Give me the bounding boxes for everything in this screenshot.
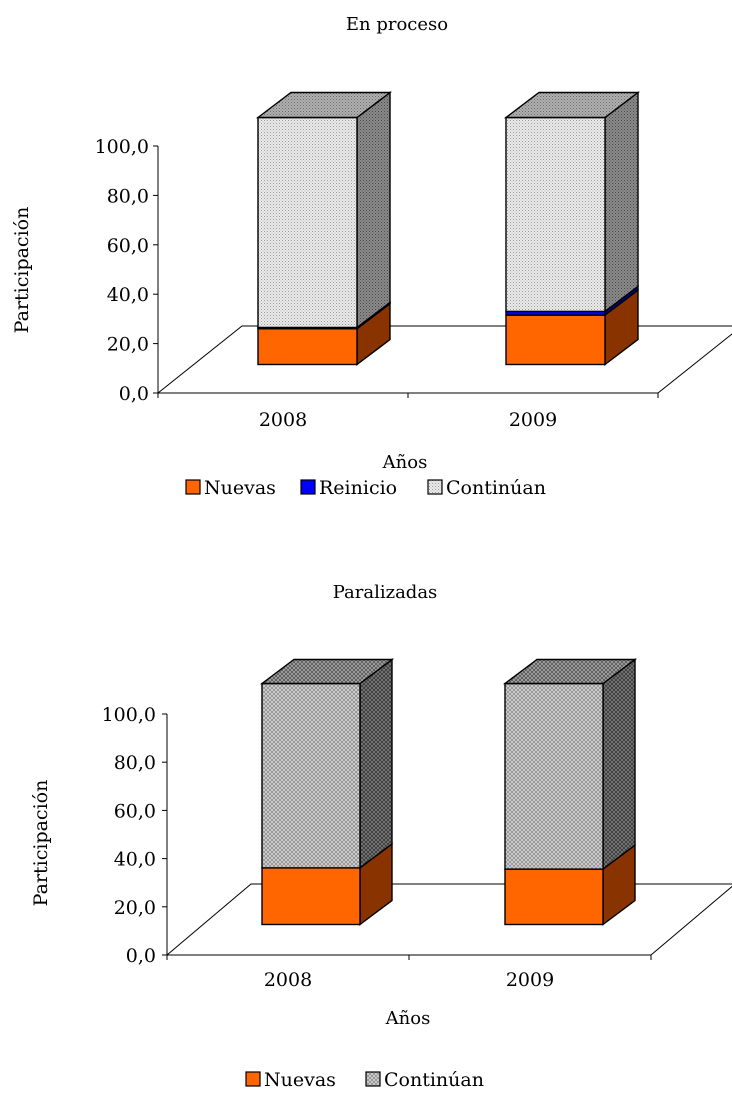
floor-plane <box>165 883 732 956</box>
y-tick-label: 40,0 <box>114 849 156 871</box>
y-tick-label: 60,0 <box>107 235 149 257</box>
bar-2009-top <box>502 658 638 685</box>
legend-label-reinicio: Reinicio <box>319 477 397 499</box>
legend-swatch-nuevas <box>185 479 201 495</box>
bar-2008-continúan-front <box>261 682 361 869</box>
legend-swatch-continúan <box>365 1071 381 1087</box>
chart-title: Paralizadas <box>333 582 438 603</box>
x-tick-label: 2008 <box>259 409 307 431</box>
legend: Nuevas Reinicio Continúan <box>185 477 546 499</box>
y-axis-label: Participación <box>11 207 33 334</box>
x-tick-label: 2008 <box>264 969 312 991</box>
bar-2008-top <box>259 658 395 685</box>
bar-2009-nuevas-front <box>505 314 606 366</box>
y-tick-label: 20,0 <box>114 897 156 919</box>
bar-2009-nuevas-front <box>504 868 604 926</box>
x-tick-label: 2009 <box>506 969 554 991</box>
y-tick-label: 80,0 <box>107 185 149 207</box>
chart-paralizadas: Paralizadas Participación Años 0,0 20,0 40… <box>30 582 732 1091</box>
legend-label-continúan: Continúan <box>446 477 546 499</box>
y-tick-label: 0,0 <box>126 945 156 967</box>
floor-plane <box>156 325 732 394</box>
y-axis-label: Participación <box>30 780 52 907</box>
legend-swatch-continúan <box>427 479 443 495</box>
x-axis-label: Años <box>385 1008 431 1029</box>
y-tick-label: 80,0 <box>114 752 156 774</box>
x-axis-label: Años <box>382 452 428 473</box>
chart-en-proceso: En proceso Participación Años 0,0 20,0 40,… <box>11 14 732 499</box>
bar-2009-continúan-front <box>505 116 606 313</box>
bar-2008-continúan-side <box>356 91 391 329</box>
y-tick-label: 100,0 <box>102 704 156 726</box>
y-tick-label: 100,0 <box>95 136 149 158</box>
y-tick-label: 60,0 <box>114 800 156 822</box>
legend-label-nuevas: Nuevas <box>264 1069 336 1091</box>
bar-2009-continúan-front <box>504 682 604 870</box>
bar-2009-continúan-side <box>604 91 639 313</box>
y-tick-label: 40,0 <box>107 284 149 306</box>
legend-label-nuevas: Nuevas <box>204 477 276 499</box>
y-tick-label: 20,0 <box>107 334 149 356</box>
legend: Nuevas Continúan <box>245 1069 484 1091</box>
bar-2008-top <box>255 91 393 119</box>
legend-swatch-reinicio <box>300 479 316 495</box>
plot-area: 0,0 20,0 40,0 60,0 80,0 100,0 2008 2009 <box>102 658 732 991</box>
bar-2009-top <box>503 91 641 119</box>
x-tick-label: 2009 <box>509 409 557 431</box>
legend-label-continúan: Continúan <box>384 1069 484 1091</box>
y-tick-label: 0,0 <box>119 383 149 405</box>
bar-2009-continúan-side <box>602 658 636 871</box>
bar-2008-nuevas-front <box>257 327 358 366</box>
bar-2008-nuevas-front <box>261 867 361 926</box>
bar-2008-continúan-side <box>359 658 393 870</box>
chart-title: En proceso <box>346 14 448 35</box>
plot-area: 0,0 20,0 40,0 60,0 80,0 100,0 2008 2009 <box>95 91 732 431</box>
legend-swatch-nuevas <box>245 1071 261 1087</box>
bar-2008-continúan-front <box>257 116 358 329</box>
